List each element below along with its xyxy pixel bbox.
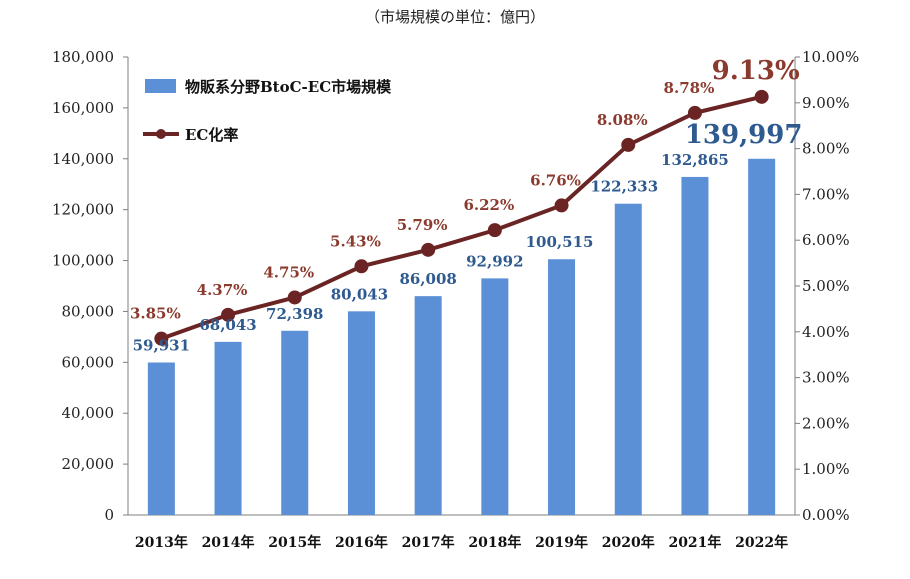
y-right-tick-label: 7.00% [802, 185, 850, 203]
rate-point [487, 223, 502, 238]
y-right-tick-label: 9.00% [802, 94, 850, 112]
rate-value-label: 4.75% [263, 263, 314, 281]
y-left-tick-label: 120,000 [52, 201, 114, 219]
x-tick-label: 2016年 [335, 534, 388, 551]
rate-value-label: 6.22% [463, 196, 514, 214]
x-tick-label: 2021年 [668, 534, 721, 551]
x-tick-label: 2019年 [535, 534, 588, 551]
bar [147, 362, 175, 515]
bar-value-label: 122,333 [590, 178, 658, 196]
y-left-tick-label: 80,000 [62, 302, 115, 320]
y-left-tick-label: 40,000 [62, 404, 115, 422]
y-left-tick-label: 180,000 [52, 48, 114, 66]
bar-value-label: 80,043 [331, 285, 388, 303]
bar-value-label: 100,515 [526, 233, 594, 251]
rate-point [421, 242, 436, 257]
legend-bar-swatch [145, 79, 176, 93]
y-left-tick-label: 20,000 [62, 455, 115, 473]
x-tick-label: 2014年 [202, 534, 255, 551]
y-right-tick-label: 3.00% [802, 369, 850, 387]
x-tick-label: 2017年 [402, 534, 455, 551]
bar [281, 330, 309, 515]
unit-note: （市場規模の単位：億円） [364, 8, 545, 26]
rate-value-label: 3.85% [130, 305, 181, 323]
bar-value-label: 132,865 [661, 151, 729, 169]
rate-value-label: 6.76% [530, 171, 581, 189]
y-left-tick-label: 0 [104, 506, 114, 524]
x-tick-label: 2015年 [268, 534, 321, 551]
rate-point [354, 259, 369, 274]
y-right-tick-label: 10.00% [802, 48, 859, 66]
rate-value-label: 8.08% [597, 111, 648, 129]
bar [614, 203, 642, 516]
rate-line [160, 94, 763, 341]
rate-point [621, 137, 636, 152]
rate-value-label: 4.37% [197, 281, 248, 299]
bar-value-label: 68,043 [199, 316, 256, 334]
y-left-tick-label: 140,000 [52, 150, 114, 168]
rate-value-label: 9.13% [712, 56, 800, 86]
legend-line-marker [156, 129, 166, 139]
y-right-tick-label: 5.00% [802, 277, 850, 295]
bar-value-label: 92,992 [466, 252, 523, 270]
bar-value-label: 86,008 [399, 270, 456, 288]
bar [548, 259, 576, 515]
y-left-tick-label: 60,000 [62, 353, 115, 371]
bar [414, 296, 442, 515]
bar-value-label: 139,997 [685, 120, 803, 150]
x-tick-label: 2022年 [735, 534, 788, 551]
y-left-tick-label: 160,000 [52, 99, 114, 117]
y-left-tick-label: 100,000 [52, 252, 114, 270]
rate-value-label: 5.79% [397, 216, 448, 234]
x-tick-label: 2018年 [468, 534, 521, 551]
rate-value-label: 8.78% [664, 79, 715, 97]
rate-point [154, 331, 169, 346]
bar [748, 158, 776, 516]
bar [481, 278, 509, 515]
x-tick-label: 2020年 [602, 534, 655, 551]
y-right-tick-label: 4.00% [802, 323, 850, 341]
legend-line-label: EC化率 [185, 126, 238, 144]
y-right-tick-label: 8.00% [802, 140, 850, 158]
y-right-tick-label: 0.00% [802, 506, 850, 524]
x-tick-label: 2013年 [135, 534, 188, 551]
bar [347, 311, 375, 515]
rate-point [754, 89, 769, 104]
bar-value-label: 59,931 [133, 337, 190, 355]
bar [214, 341, 242, 515]
rate-point [687, 105, 702, 120]
rate-point [287, 290, 302, 305]
y-right-tick-label: 6.00% [802, 231, 850, 249]
y-right-tick-label: 1.00% [802, 460, 850, 478]
bar-value-label: 72,398 [266, 305, 323, 323]
rate-point [221, 307, 236, 322]
rate-point [554, 198, 569, 213]
y-right-tick-label: 2.00% [802, 414, 850, 432]
legend-bar-label: 物販系分野BtoC-EC市場規模 [185, 78, 392, 96]
bar [681, 176, 709, 516]
rate-value-label: 5.43% [330, 232, 381, 250]
